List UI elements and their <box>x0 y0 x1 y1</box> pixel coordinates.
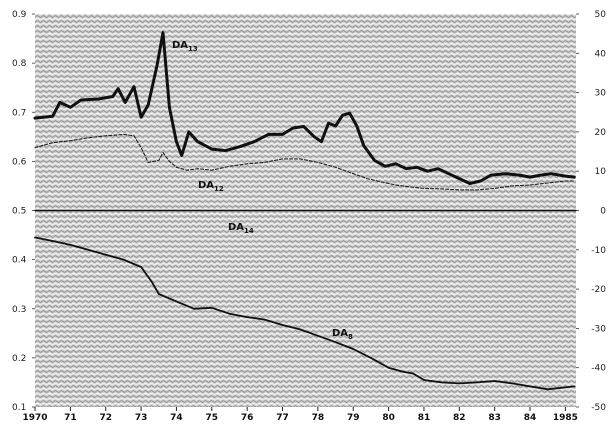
y-left-tick-label: 0.5 <box>12 207 26 217</box>
da14-label: DA14 <box>228 222 254 235</box>
y-right-tick-label: -10 <box>591 246 606 256</box>
x-tick-label: 71 <box>64 413 77 423</box>
y-right-tick-label: 10 <box>595 167 607 177</box>
da12-label: DA12 <box>198 180 224 193</box>
series-line-da8 <box>34 236 576 391</box>
x-tick-label: 75 <box>206 413 219 423</box>
y-left-tick-label: 0.8 <box>12 59 27 69</box>
y-right-tick-label: 50 <box>595 10 607 20</box>
y-right-tick-label: -50 <box>591 403 606 413</box>
y-right-tick-label: 30 <box>595 89 607 99</box>
x-tick-label: 73 <box>135 413 148 423</box>
x-tick-label: 82 <box>453 413 466 423</box>
series-layer <box>33 31 577 391</box>
x-tick-label: 78 <box>312 413 325 423</box>
x-tick-label: 79 <box>347 413 360 423</box>
x-tick-label: 80 <box>382 413 395 423</box>
da8-label: DA8 <box>332 328 353 341</box>
y-left-tick-label: 0.4 <box>12 256 27 266</box>
x-tick-label: 76 <box>241 413 254 423</box>
series-line-da12 <box>34 133 575 191</box>
y-axis-left: 0.9 0.8 0.7 0.6 0.5 0.4 0.3 0.2 0.1 <box>12 10 35 413</box>
y-left-tick-label: 0.9 <box>12 10 27 20</box>
y-right-tick-label: -20 <box>591 285 606 295</box>
y-left-tick-label: 0.3 <box>12 305 26 315</box>
x-tick-label: 72 <box>99 413 112 423</box>
y-right-tick-label: -30 <box>591 324 606 334</box>
y-left-tick-label: 0.1 <box>12 403 26 413</box>
x-tick-label: 83 <box>488 413 501 423</box>
y-right-tick-label: 20 <box>595 128 607 138</box>
x-tick-label: 1970 <box>22 413 47 423</box>
y-axis-right: 50 40 30 20 10 0 -10 -20 -30 -40 -50 <box>576 10 606 413</box>
series-line-da13 <box>33 31 576 185</box>
x-tick-label: 77 <box>276 413 289 423</box>
da13-label: DA13 <box>172 40 198 53</box>
x-tick-label: 74 <box>170 413 183 423</box>
series-label-layer: DA13 DA12 DA14 DA8 <box>172 40 353 341</box>
x-tick-label: 81 <box>418 413 431 423</box>
y-left-tick-label: 0.2 <box>12 354 26 364</box>
y-left-tick-label: 0.7 <box>12 108 26 118</box>
y-right-tick-label: 40 <box>595 49 607 59</box>
x-tick-label: 1985 <box>553 413 578 423</box>
x-tick-label: 84 <box>524 413 537 423</box>
x-axis: 1970 71 72 73 74 75 76 77 78 79 80 81 82 83 84 1985 <box>22 407 578 423</box>
y-right-tick-label: -40 <box>591 364 606 374</box>
y-left-tick-label: 0.6 <box>12 157 27 167</box>
y-right-tick-label: 0 <box>600 207 606 217</box>
